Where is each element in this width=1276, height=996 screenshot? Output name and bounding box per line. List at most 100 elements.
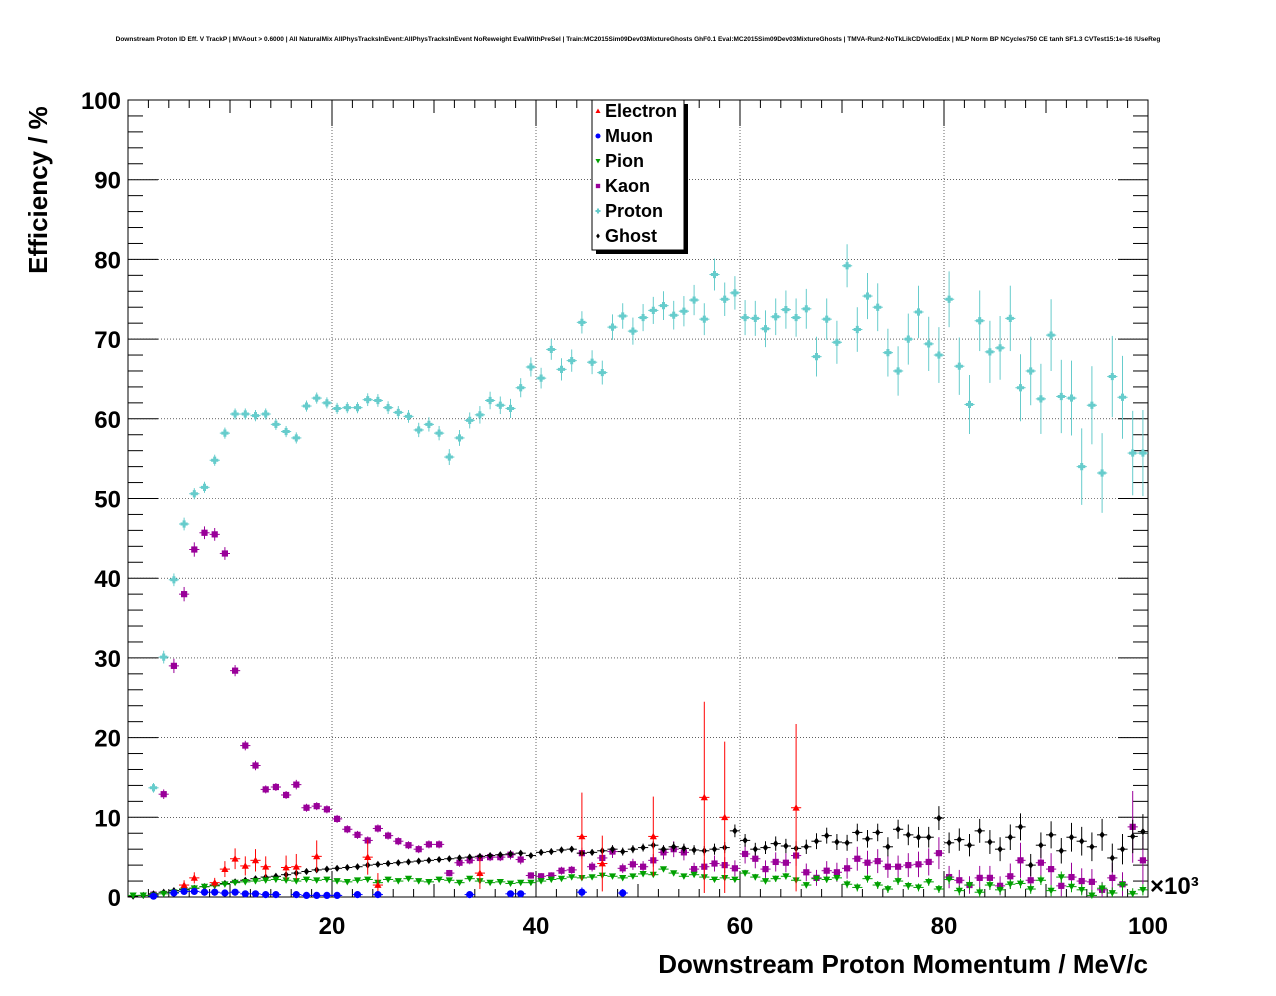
data-point-kaon [864, 859, 871, 866]
data-point-ghost [1038, 841, 1044, 849]
data-point-kaon [221, 550, 228, 557]
data-point-pion [343, 878, 351, 886]
y-tick-label: 60 [94, 407, 121, 434]
data-point-kaon [874, 858, 881, 865]
data-point-proton [537, 374, 545, 382]
data-point-electron [476, 869, 484, 876]
data-point-proton [568, 357, 576, 365]
data-point-ghost [303, 867, 310, 876]
data-point-kaon [925, 858, 932, 866]
data-point-proton [986, 348, 994, 356]
data-point-pion [262, 877, 270, 884]
legend-label-pion: Pion [605, 151, 644, 171]
data-point-proton [190, 490, 198, 498]
data-point-pion [751, 874, 759, 881]
data-point-kaon [334, 815, 341, 822]
data-point-pion [1016, 880, 1025, 888]
data-point-muon [200, 888, 209, 896]
data-point-kaon [252, 762, 259, 769]
data-point-electron [649, 832, 657, 840]
data-point-kaon [762, 866, 769, 873]
data-point-kaon [303, 804, 310, 811]
data-point-proton [863, 292, 872, 300]
data-point-pion [853, 884, 861, 892]
data-point-pion [761, 878, 770, 885]
data-point-muon [619, 889, 627, 897]
data-point-pion [894, 878, 902, 885]
data-point-proton [1098, 469, 1106, 477]
data-point-proton [231, 410, 239, 418]
data-point-proton [262, 410, 270, 418]
data-point-proton [251, 412, 260, 420]
data-point-electron [190, 874, 198, 881]
data-point-kaon [619, 865, 626, 872]
data-point-ghost [1079, 837, 1085, 845]
data-point-pion [404, 875, 413, 883]
data-point-pion [1037, 877, 1045, 884]
data-point-electron [221, 865, 229, 872]
data-point-proton [741, 313, 749, 322]
series-pion [128, 866, 1148, 900]
data-point-proton [894, 367, 902, 375]
data-point-ghost [477, 852, 483, 860]
data-point-proton [1108, 372, 1116, 381]
data-point-pion [527, 879, 535, 887]
data-point-proton [731, 289, 739, 297]
data-point-ghost [742, 836, 748, 845]
data-point-pion [486, 879, 494, 887]
data-point-proton [823, 315, 831, 323]
data-point-ghost [997, 845, 1003, 853]
data-point-proton [659, 302, 668, 310]
data-point-proton [200, 483, 209, 491]
data-point-proton [211, 456, 219, 464]
data-point-proton [557, 365, 566, 373]
data-point-pion [782, 873, 790, 880]
data-point-kaon [1027, 877, 1034, 884]
data-point-pion [272, 876, 280, 884]
data-point-muon [292, 891, 300, 899]
data-point-ghost [936, 814, 942, 822]
data-point-kaon [425, 841, 432, 848]
data-point-ghost [824, 832, 830, 840]
data-point-ghost [1028, 861, 1034, 869]
data-point-proton [415, 426, 423, 434]
data-point-proton [517, 384, 525, 392]
y-tick-label: 90 [94, 168, 121, 195]
data-point-proton [241, 410, 249, 418]
data-point-muon [272, 891, 280, 899]
data-point-pion [802, 882, 810, 889]
data-point-pion [976, 889, 984, 896]
data-point-proton [180, 520, 188, 528]
data-point-pion [333, 878, 341, 885]
data-point-ghost [528, 851, 534, 860]
data-point-pion [1047, 887, 1055, 895]
data-point-ghost [1089, 843, 1095, 851]
data-point-pion [353, 877, 362, 884]
data-point-pion [251, 878, 260, 885]
data-point-kaon [956, 877, 963, 884]
data-point-ghost [854, 828, 860, 837]
data-point-proton [1118, 393, 1127, 401]
data-point-ghost [660, 845, 667, 853]
y-tick-label: 40 [94, 566, 121, 593]
data-point-proton [292, 434, 300, 442]
data-point-pion [1139, 886, 1147, 894]
data-point-pion [925, 878, 933, 886]
data-point-kaon [313, 803, 320, 810]
data-point-pion [394, 878, 402, 885]
data-point-proton [680, 307, 688, 315]
data-point-ghost [966, 841, 973, 849]
data-point-ghost [691, 846, 697, 854]
data-point-electron [313, 852, 321, 860]
data-point-electron [231, 855, 239, 862]
data-point-kaon [211, 531, 218, 538]
data-point-kaon [742, 850, 749, 858]
data-point-proton [1078, 463, 1086, 471]
data-point-ghost [1099, 831, 1105, 839]
data-point-ghost [864, 835, 871, 843]
data-point-proton [792, 313, 800, 322]
data-point-proton [812, 353, 821, 361]
data-point-pion [690, 871, 698, 879]
data-point-muon [170, 889, 178, 897]
data-point-pion [313, 877, 321, 884]
